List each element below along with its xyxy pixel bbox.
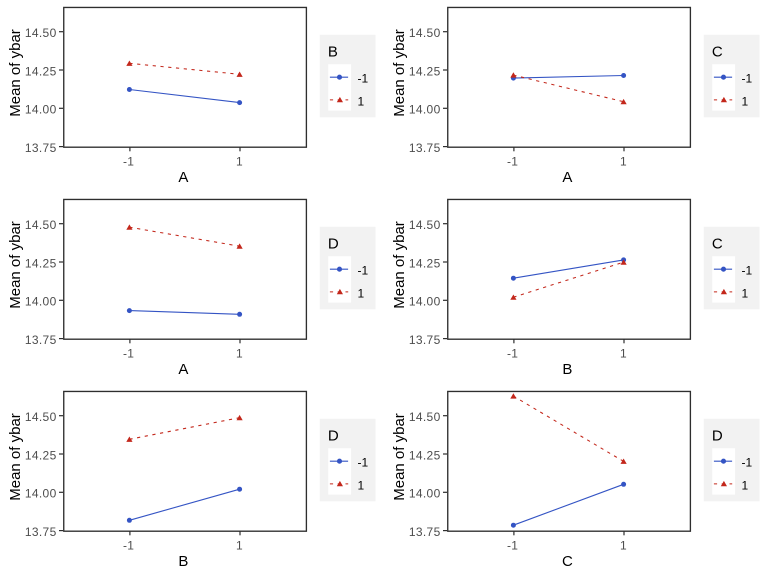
svg-text:B: B	[178, 553, 188, 570]
svg-text:1: 1	[358, 287, 365, 301]
svg-text:14.50: 14.50	[25, 218, 57, 232]
svg-text:14.50: 14.50	[409, 410, 441, 424]
svg-text:1: 1	[236, 539, 243, 553]
svg-text:B: B	[562, 361, 572, 378]
svg-text:1: 1	[358, 95, 365, 109]
svg-text:C: C	[712, 44, 723, 61]
svg-text:1: 1	[236, 155, 243, 169]
svg-text:14.25: 14.25	[409, 256, 441, 270]
svg-text:14.25: 14.25	[409, 64, 441, 78]
svg-text:-1: -1	[123, 155, 134, 169]
svg-text:14.00: 14.00	[25, 103, 57, 117]
svg-text:-1: -1	[358, 72, 369, 86]
svg-text:14.00: 14.00	[409, 103, 441, 117]
svg-text:Mean of ybar: Mean of ybar	[7, 29, 24, 117]
svg-text:1: 1	[620, 347, 627, 361]
svg-text:-1: -1	[123, 539, 134, 553]
svg-text:1: 1	[742, 479, 749, 493]
svg-text:14.25: 14.25	[25, 256, 57, 270]
svg-text:Mean of ybar: Mean of ybar	[391, 413, 408, 501]
svg-text:-1: -1	[742, 456, 753, 470]
svg-text:14.00: 14.00	[409, 295, 441, 309]
svg-text:Mean of ybar: Mean of ybar	[391, 29, 408, 117]
svg-text:13.75: 13.75	[409, 333, 441, 347]
svg-text:1: 1	[742, 287, 749, 301]
svg-text:13.75: 13.75	[409, 141, 441, 155]
svg-text:Mean of ybar: Mean of ybar	[391, 221, 408, 309]
svg-text:D: D	[328, 428, 339, 445]
svg-text:Mean of ybar: Mean of ybar	[7, 221, 24, 309]
svg-text:1: 1	[742, 95, 749, 109]
svg-text:-1: -1	[742, 264, 753, 278]
svg-text:-1: -1	[507, 539, 518, 553]
svg-text:-1: -1	[358, 264, 369, 278]
svg-text:14.50: 14.50	[25, 26, 57, 40]
svg-text:1: 1	[358, 479, 365, 493]
svg-text:C: C	[562, 553, 573, 570]
svg-text:1: 1	[620, 539, 627, 553]
svg-text:A: A	[178, 361, 188, 378]
svg-text:D: D	[328, 236, 339, 253]
svg-text:14.50: 14.50	[409, 26, 441, 40]
svg-text:14.25: 14.25	[25, 64, 57, 78]
svg-text:-1: -1	[507, 347, 518, 361]
svg-text:-1: -1	[123, 347, 134, 361]
svg-text:13.75: 13.75	[25, 333, 57, 347]
svg-text:D: D	[712, 428, 723, 445]
svg-text:14.25: 14.25	[409, 448, 441, 462]
svg-text:-1: -1	[358, 456, 369, 470]
svg-text:C: C	[712, 236, 723, 253]
svg-text:1: 1	[236, 347, 243, 361]
svg-text:Mean of ybar: Mean of ybar	[7, 413, 24, 501]
svg-text:1: 1	[620, 155, 627, 169]
svg-text:14.00: 14.00	[25, 487, 57, 501]
svg-text:14.00: 14.00	[25, 295, 57, 309]
svg-text:13.75: 13.75	[409, 525, 441, 539]
svg-text:14.00: 14.00	[409, 487, 441, 501]
svg-text:13.75: 13.75	[25, 525, 57, 539]
svg-text:A: A	[562, 169, 572, 186]
svg-text:-1: -1	[507, 155, 518, 169]
svg-text:B: B	[328, 44, 338, 61]
svg-text:14.50: 14.50	[25, 410, 57, 424]
svg-text:13.75: 13.75	[25, 141, 57, 155]
svg-text:14.50: 14.50	[409, 218, 441, 232]
svg-text:A: A	[178, 169, 188, 186]
svg-text:14.25: 14.25	[25, 448, 57, 462]
svg-text:-1: -1	[742, 72, 753, 86]
